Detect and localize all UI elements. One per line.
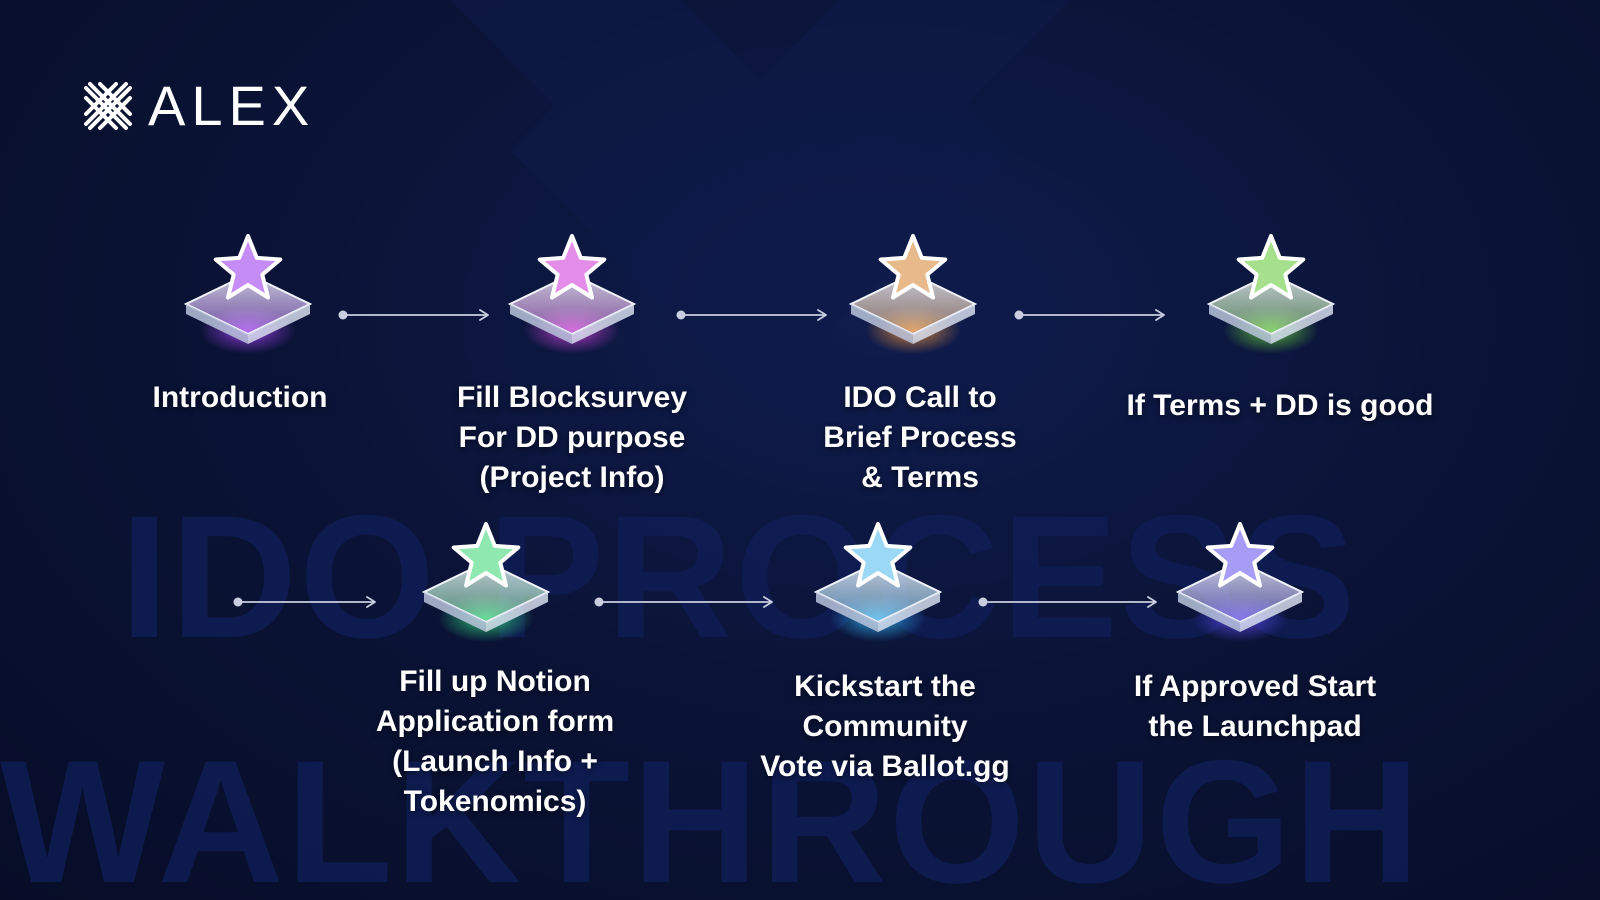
arrow-line-icon [1014, 309, 1165, 321]
watermark-line-2: WALKTHROUGH [0, 725, 1422, 900]
arrow-step5-to-step6 [594, 596, 774, 608]
arrow-step2-to-step3 [676, 309, 828, 321]
step-3-star-tile-icon [848, 234, 978, 354]
arrow-step4-to-step5 [233, 596, 377, 608]
step-4-star-tile-icon [1206, 234, 1336, 354]
arrow-step3-to-step4 [1014, 309, 1166, 321]
background-x-mark [450, 0, 1070, 400]
arrow-line-icon [338, 309, 489, 321]
step-2-star-tile-icon [507, 234, 637, 354]
step-3-label: IDO Call to Brief Process & Terms [823, 381, 1017, 494]
step-1-label: Introduction [152, 381, 328, 414]
step-5-label: Fill up Notion Application form (Launch … [375, 665, 615, 818]
arrow-step6-to-step7 [978, 596, 1158, 608]
arrow-line-icon [978, 596, 1157, 608]
step-2-label: Fill Blocksurvey For DD purpose (Project… [456, 381, 688, 494]
step-6-star-tile-icon [813, 522, 943, 642]
watermark-line-1: IDO PROCESS [120, 480, 1358, 675]
step-4-label: If Terms + DD is good [1126, 389, 1434, 422]
arrow-line-icon [233, 596, 376, 608]
arrow-line-icon [594, 596, 773, 608]
step-1-star-tile-icon [183, 234, 313, 354]
alex-x-logo-icon [84, 82, 132, 130]
step-5-star-tile-icon [421, 522, 551, 642]
step-7-star-tile-icon [1175, 522, 1305, 642]
arrow-line-icon [676, 309, 827, 321]
alex-logo: ALEX [80, 78, 315, 134]
arrow-step1-to-step2 [338, 309, 490, 321]
step-6-label: Kickstart the Community Vote via Ballot.… [760, 670, 1010, 783]
step-7-label: If Approved Start the Launchpad [1133, 670, 1377, 743]
logo-text: ALEX [148, 74, 316, 137]
